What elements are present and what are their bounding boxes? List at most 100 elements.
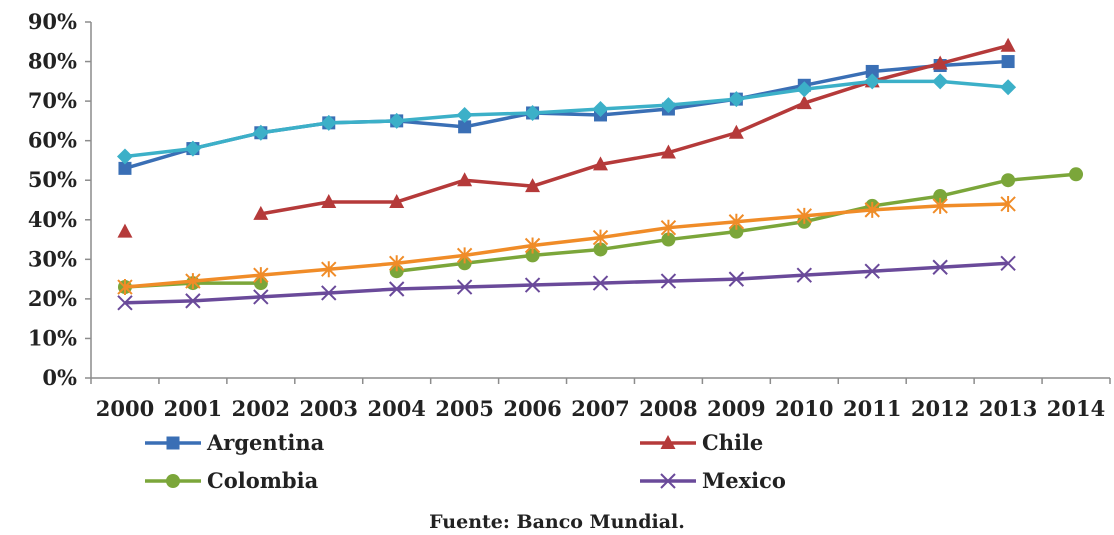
data-point bbox=[796, 207, 813, 224]
data-point bbox=[932, 55, 948, 70]
x-tick-label: 2012 bbox=[911, 396, 969, 421]
data-point bbox=[524, 237, 541, 254]
data-point bbox=[933, 189, 948, 204]
data-point bbox=[321, 261, 337, 278]
data-point bbox=[660, 273, 677, 289]
series-line bbox=[260, 44, 1009, 216]
data-point bbox=[728, 124, 744, 139]
data-point bbox=[117, 295, 133, 311]
legend-item-colombia: Colombia bbox=[145, 468, 319, 493]
data-point bbox=[864, 73, 881, 90]
y-tick-label: 40% bbox=[28, 207, 77, 232]
data-point bbox=[321, 193, 337, 208]
legend-marker bbox=[166, 474, 180, 488]
legend-item-mexico: Mexico bbox=[640, 468, 786, 493]
data-point bbox=[253, 267, 269, 284]
y-tick-label: 50% bbox=[28, 167, 77, 192]
y-tick-label: 30% bbox=[28, 246, 77, 271]
data-point bbox=[1001, 55, 1015, 69]
y-tick-label: 80% bbox=[28, 49, 77, 74]
legend-item-argentina: Argentina bbox=[145, 430, 325, 455]
x-tick-label: 2001 bbox=[164, 396, 222, 421]
data-point bbox=[524, 104, 541, 121]
data-point bbox=[117, 279, 133, 296]
data-point bbox=[864, 201, 880, 218]
series-line bbox=[124, 261, 1009, 305]
data-point bbox=[456, 247, 473, 264]
x-tick-label: 2005 bbox=[435, 396, 493, 421]
data-point bbox=[388, 112, 405, 129]
data-point bbox=[388, 255, 405, 272]
data-point bbox=[932, 259, 948, 275]
x-tick-label: 2006 bbox=[503, 396, 561, 421]
data-point bbox=[389, 193, 405, 208]
data-point bbox=[524, 277, 541, 293]
data-point bbox=[728, 213, 745, 230]
data-point bbox=[116, 148, 133, 165]
series-series-5 bbox=[116, 73, 1017, 165]
x-tick-label: 2011 bbox=[843, 396, 901, 421]
chart-source-note: Fuente: Banco Mundial. bbox=[429, 511, 685, 533]
y-tick-label: 60% bbox=[28, 128, 77, 153]
y-axis-ticks: 0% 10% 20% 30% 40% 50% 60% 70% 80% 90% bbox=[28, 9, 91, 390]
data-point bbox=[728, 271, 745, 287]
data-point bbox=[253, 205, 269, 220]
data-point bbox=[592, 275, 609, 291]
data-point bbox=[1069, 167, 1084, 182]
series-series-6 bbox=[117, 195, 1016, 296]
y-tick-label: 70% bbox=[28, 88, 77, 113]
legend-label: Argentina bbox=[206, 430, 325, 455]
legend-label: Chile bbox=[702, 430, 763, 455]
legend-item-chile: Chile bbox=[640, 430, 763, 455]
data-point bbox=[185, 293, 201, 309]
data-point bbox=[185, 273, 201, 290]
data-point bbox=[320, 114, 337, 131]
data-point bbox=[661, 232, 676, 247]
data-point bbox=[660, 97, 677, 114]
data-point bbox=[458, 120, 472, 134]
legend-label: Colombia bbox=[207, 468, 319, 493]
data-point bbox=[593, 242, 608, 257]
series-line bbox=[124, 202, 1009, 289]
x-tick-label: 2009 bbox=[707, 396, 765, 421]
data-point bbox=[457, 172, 473, 187]
data-point bbox=[253, 289, 269, 305]
data-point bbox=[728, 91, 745, 108]
x-tick-label: 2013 bbox=[979, 396, 1037, 421]
legend-marker bbox=[166, 436, 180, 450]
data-point bbox=[660, 144, 676, 159]
y-tick-label: 20% bbox=[28, 286, 77, 311]
series-argentina bbox=[118, 55, 1015, 175]
data-point bbox=[321, 285, 337, 301]
data-point bbox=[796, 81, 813, 98]
x-tick-label: 2010 bbox=[775, 396, 833, 421]
x-axis-ticks: 2000 2001 2002 2003 2004 2005 2006 2007 2008 2009… bbox=[90, 378, 1111, 421]
series-chile bbox=[117, 37, 1016, 238]
data-point bbox=[864, 263, 880, 279]
x-tick-label: 2008 bbox=[639, 396, 697, 421]
legend-marker bbox=[660, 435, 676, 449]
data-point bbox=[796, 267, 813, 283]
data-point bbox=[456, 279, 473, 295]
series-line bbox=[124, 79, 1009, 159]
data-point bbox=[252, 124, 269, 141]
data-point bbox=[1000, 255, 1016, 271]
chart-axes bbox=[90, 22, 1110, 379]
data-point bbox=[660, 219, 677, 236]
data-point bbox=[1001, 173, 1016, 188]
legend-marker bbox=[660, 473, 676, 489]
data-point bbox=[388, 281, 405, 297]
data-point bbox=[525, 248, 540, 263]
data-point bbox=[1000, 195, 1016, 212]
data-point bbox=[592, 101, 609, 118]
data-point bbox=[456, 106, 473, 123]
x-tick-label: 2000 bbox=[96, 396, 154, 421]
y-tick-label: 90% bbox=[28, 9, 77, 34]
x-tick-label: 2004 bbox=[367, 396, 425, 421]
data-point bbox=[592, 229, 609, 246]
data-point bbox=[1000, 79, 1017, 96]
data-point bbox=[729, 224, 744, 239]
series-mexico bbox=[117, 255, 1016, 311]
data-point bbox=[865, 64, 879, 78]
